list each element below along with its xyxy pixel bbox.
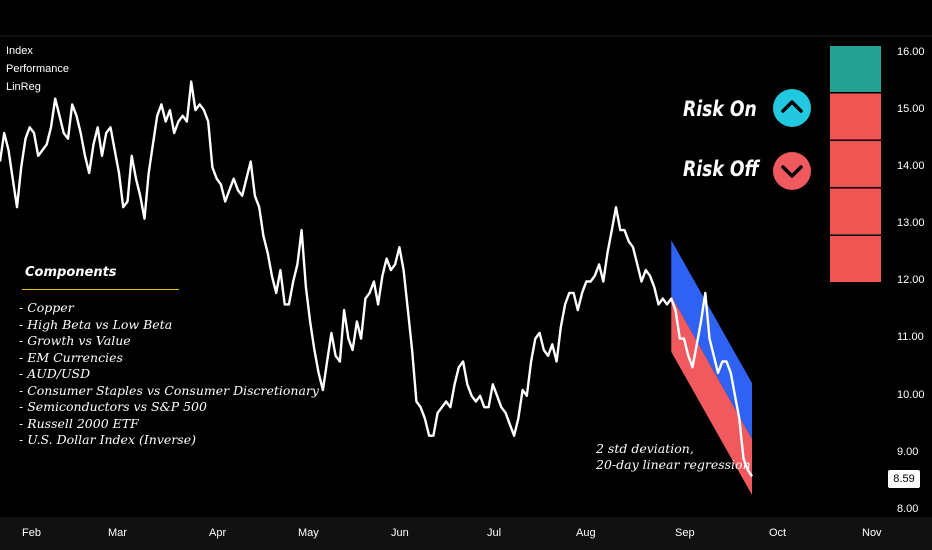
component-item: - EM Currencies xyxy=(19,349,123,365)
component-item: - Russell 2000 ETF xyxy=(19,415,139,431)
y-tick: 9.00 xyxy=(897,446,919,458)
channel-upper-band xyxy=(671,240,752,439)
component-item: - Consumer Staples vs Consumer Discretio… xyxy=(19,382,319,398)
legend-index: Index xyxy=(6,45,33,57)
x-tick: Nov xyxy=(862,527,882,539)
arrow-up-icon xyxy=(773,89,811,127)
note-line-2: 20-day linear regression xyxy=(596,457,751,472)
x-tick: Jul xyxy=(487,527,502,539)
y-tick: 12.00 xyxy=(897,274,925,286)
component-item: - AUD/USD xyxy=(19,366,91,381)
time-axis-bar xyxy=(0,517,932,550)
x-tick: Jun xyxy=(391,527,409,539)
x-tick: Aug xyxy=(576,527,596,539)
components-title: Components xyxy=(25,265,117,280)
x-tick: Mar xyxy=(108,527,127,539)
x-tick: Feb xyxy=(22,527,41,539)
legend-linreg: LinReg xyxy=(6,81,41,93)
arrow-down-icon xyxy=(773,152,811,190)
signal-box xyxy=(830,46,881,92)
x-tick: Apr xyxy=(209,527,227,539)
y-tick: 11.00 xyxy=(897,331,924,343)
note-line-1: 2 std deviation, xyxy=(596,441,694,456)
last-value-badge: 8.59 xyxy=(888,470,920,488)
signal-box xyxy=(830,93,881,140)
component-item: - Growth vs Value xyxy=(19,333,131,348)
x-tick: Oct xyxy=(769,527,787,539)
risk-on-label: Risk On xyxy=(683,97,757,121)
signal-box xyxy=(830,236,881,282)
risk-off-label: Risk Off xyxy=(683,157,759,181)
component-item: - Semiconductors vs S&P 500 xyxy=(19,399,207,414)
x-tick: May xyxy=(298,527,319,539)
y-tick: 16.00 xyxy=(897,46,925,58)
components-underline xyxy=(22,289,179,290)
component-item: - High Beta vs Low Beta xyxy=(19,316,173,332)
signal-box xyxy=(830,141,881,187)
component-item: - Copper xyxy=(19,300,74,315)
channel-lower-band xyxy=(671,296,752,495)
components-list: - Copper - High Beta vs Low Beta - Growt… xyxy=(19,300,319,449)
regression-channel xyxy=(671,240,752,495)
component-item: - U.S. Dollar Index (Inverse) xyxy=(19,432,196,447)
regression-note: 2 std deviation, 20-day linear regressio… xyxy=(596,441,751,473)
y-tick: 14.00 xyxy=(897,160,925,172)
signal-boxes xyxy=(830,46,881,282)
legend-performance: Performance xyxy=(6,63,69,75)
y-tick: 15.00 xyxy=(897,103,925,115)
signal-box xyxy=(830,188,881,235)
y-tick: 10.00 xyxy=(897,389,925,401)
y-tick: 13.00 xyxy=(897,217,925,229)
x-tick: Sep xyxy=(675,527,695,539)
index-line xyxy=(0,80,753,477)
y-tick: 8.00 xyxy=(897,503,919,515)
